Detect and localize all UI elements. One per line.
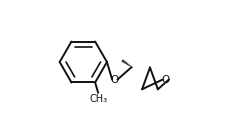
Text: O: O <box>110 75 118 85</box>
Text: O: O <box>161 75 169 85</box>
Text: CH₃: CH₃ <box>89 94 107 104</box>
